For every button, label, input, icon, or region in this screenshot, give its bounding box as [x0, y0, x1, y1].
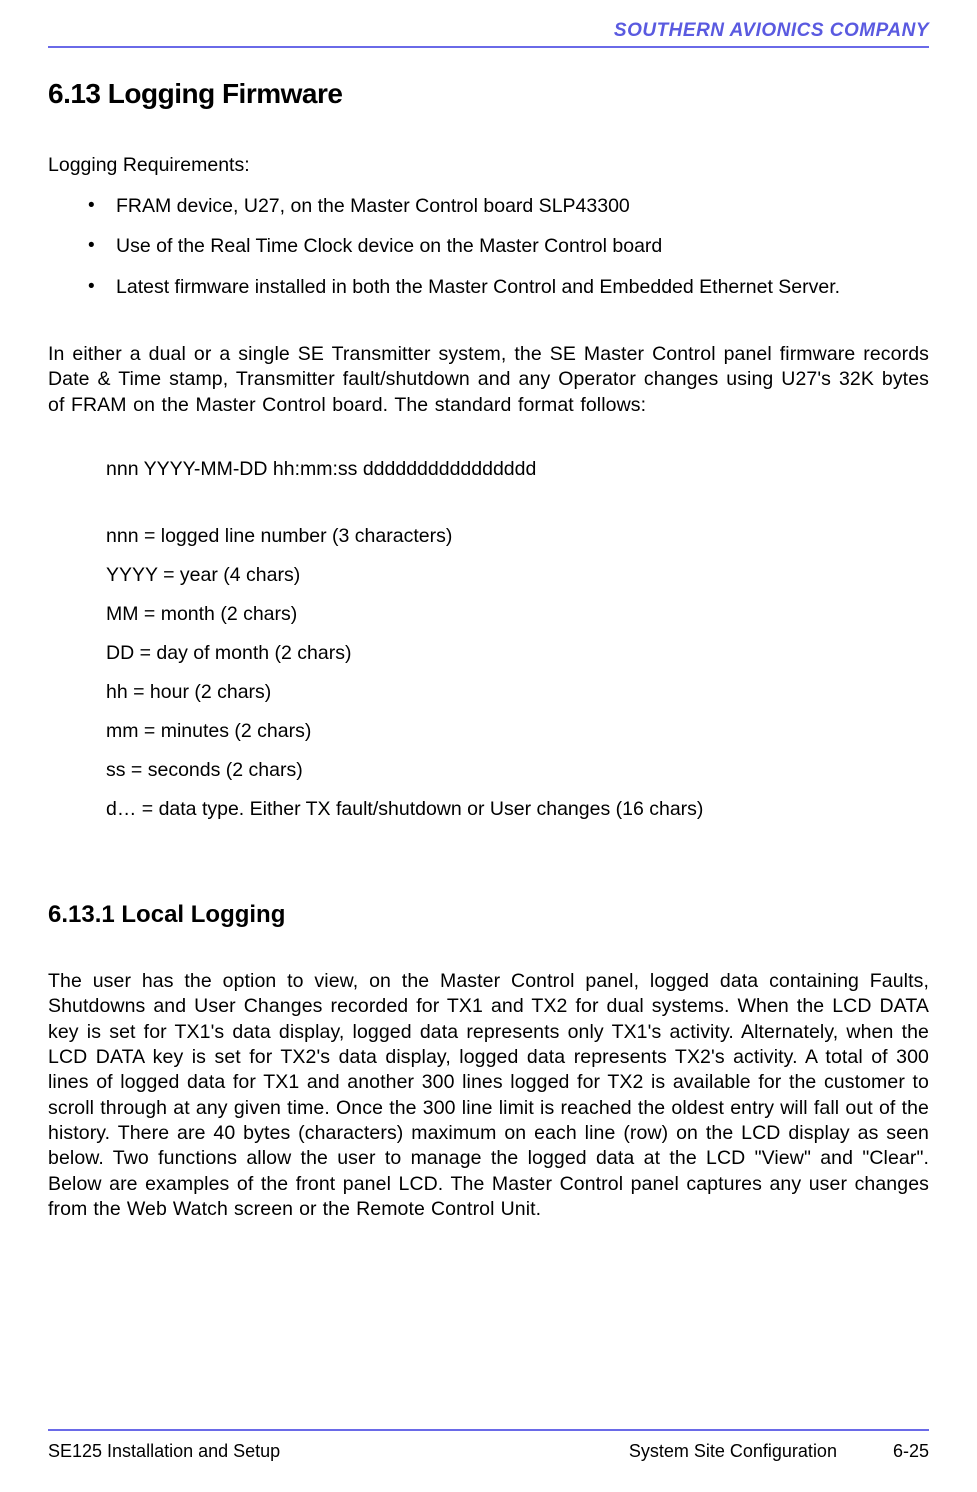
intro-text: Logging Requirements:	[48, 154, 929, 177]
definition-line: mm = minutes (2 chars)	[106, 720, 929, 743]
footer-left: SE125 Installation and Setup	[48, 1441, 280, 1462]
spacer	[48, 1222, 929, 1399]
paragraph-1: In either a dual or a single SE Transmit…	[48, 342, 929, 418]
section-title: 6.13 Logging Firmware	[48, 78, 929, 110]
footer-page-number: 6-25	[893, 1441, 929, 1462]
subsection-title: 6.13.1 Local Logging	[48, 901, 929, 929]
footer-center: System Site Configuration	[629, 1441, 837, 1462]
definition-line: YYYY = year (4 chars)	[106, 564, 929, 587]
page-container: SOUTHERN AVIONICS COMPANY 6.13 Logging F…	[0, 0, 977, 1492]
footer-right-group: System Site Configuration 6-25	[629, 1441, 929, 1462]
subsection-paragraph: The user has the option to view, on the …	[48, 969, 929, 1222]
list-item: FRAM device, U27, on the Master Control …	[88, 193, 929, 219]
company-header: SOUTHERN AVIONICS COMPANY	[48, 20, 929, 46]
definition-line: nnn = logged line number (3 characters)	[106, 525, 929, 548]
definition-line: d… = data type. Either TX fault/shutdown…	[106, 798, 929, 821]
format-line: nnn YYYY-MM-DD hh:mm:ss dddddddddddddddd	[106, 458, 929, 481]
list-item: Latest firmware installed in both the Ma…	[88, 274, 929, 300]
definition-line: DD = day of month (2 chars)	[106, 642, 929, 665]
definition-line: ss = seconds (2 chars)	[106, 759, 929, 782]
requirements-list: FRAM device, U27, on the Master Control …	[48, 193, 929, 314]
top-rule	[48, 46, 929, 48]
bottom-rule	[48, 1429, 929, 1431]
format-block: nnn YYYY-MM-DD hh:mm:ss dddddddddddddddd…	[48, 458, 929, 837]
list-item: Use of the Real Time Clock device on the…	[88, 233, 929, 259]
definition-line: MM = month (2 chars)	[106, 603, 929, 626]
page-footer: SE125 Installation and Setup System Site…	[48, 1441, 929, 1462]
definition-line: hh = hour (2 chars)	[106, 681, 929, 704]
